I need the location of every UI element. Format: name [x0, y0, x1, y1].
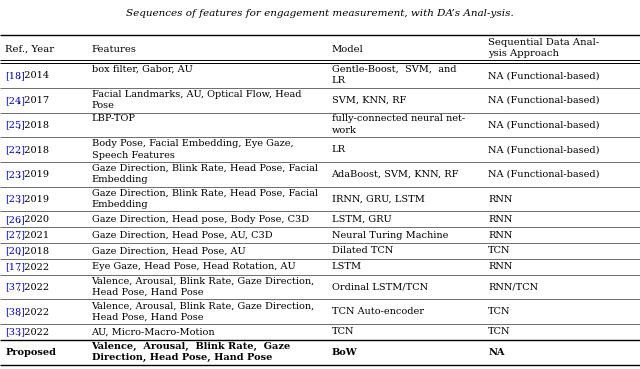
Text: AU, Micro-Macro-Motion: AU, Micro-Macro-Motion: [92, 327, 215, 337]
Text: SVM, KNN, RF: SVM, KNN, RF: [332, 96, 406, 105]
Text: , 2018: , 2018: [19, 145, 49, 154]
Text: , 2022: , 2022: [19, 327, 49, 337]
Text: Gaze Direction, Blink Rate, Head Pose, Facial
Embedding: Gaze Direction, Blink Rate, Head Pose, F…: [92, 189, 317, 209]
Text: , 2019: , 2019: [19, 170, 49, 179]
Text: Ordinal LSTM/TCN: Ordinal LSTM/TCN: [332, 283, 428, 292]
Text: RNN: RNN: [488, 215, 513, 224]
Text: NA (Functional-based): NA (Functional-based): [488, 170, 600, 179]
Text: [37]: [37]: [5, 283, 25, 292]
Text: [25]: [25]: [5, 121, 25, 130]
Text: [17]: [17]: [5, 262, 25, 271]
Text: NA: NA: [488, 348, 505, 357]
Text: RNN: RNN: [488, 194, 513, 204]
Text: Features: Features: [92, 45, 136, 54]
Text: RNN/TCN: RNN/TCN: [488, 283, 538, 292]
Text: , 2019: , 2019: [19, 194, 49, 204]
Text: NA (Functional-based): NA (Functional-based): [488, 71, 600, 80]
Text: Gaze Direction, Head Pose, AU, C3D: Gaze Direction, Head Pose, AU, C3D: [92, 231, 272, 240]
Text: [23]: [23]: [5, 194, 25, 204]
Text: TCN: TCN: [488, 307, 511, 316]
Text: Valence, Arousal, Blink Rate, Gaze Direction,
Head Pose, Hand Pose: Valence, Arousal, Blink Rate, Gaze Direc…: [92, 301, 315, 322]
Text: TCN: TCN: [332, 327, 354, 337]
Text: NA (Functional-based): NA (Functional-based): [488, 96, 600, 105]
Text: Facial Landmarks, AU, Optical Flow, Head
Pose: Facial Landmarks, AU, Optical Flow, Head…: [92, 90, 301, 110]
Text: Eye Gaze, Head Pose, Head Rotation, AU: Eye Gaze, Head Pose, Head Rotation, AU: [92, 262, 295, 271]
Text: [22]: [22]: [5, 145, 25, 154]
Text: LBP-TOP: LBP-TOP: [92, 114, 136, 124]
Text: Valence,  Arousal,  Blink Rate,  Gaze
Direction, Head Pose, Hand Pose: Valence, Arousal, Blink Rate, Gaze Direc…: [92, 342, 291, 362]
Text: Dilated TCN: Dilated TCN: [332, 246, 393, 255]
Text: Neural Turing Machine: Neural Turing Machine: [332, 231, 448, 240]
Text: [18]: [18]: [5, 71, 25, 80]
Text: BoW: BoW: [332, 348, 357, 357]
Text: NA (Functional-based): NA (Functional-based): [488, 121, 600, 130]
Text: Body Pose, Facial Embedding, Eye Gaze,
Speech Features: Body Pose, Facial Embedding, Eye Gaze, S…: [92, 139, 293, 160]
Text: , 2022: , 2022: [19, 307, 49, 316]
Text: , 2018: , 2018: [19, 121, 49, 130]
Text: , 2020: , 2020: [19, 215, 49, 224]
Text: [26]: [26]: [5, 215, 25, 224]
Text: box filter, Gabor, AU: box filter, Gabor, AU: [92, 65, 193, 74]
Text: , 2018: , 2018: [19, 246, 49, 255]
Text: LSTM: LSTM: [332, 262, 362, 271]
Text: Gaze Direction, Head pose, Body Pose, C3D: Gaze Direction, Head pose, Body Pose, C3…: [92, 215, 308, 224]
Text: Valence, Arousal, Blink Rate, Gaze Direction,
Head Pose, Hand Pose: Valence, Arousal, Blink Rate, Gaze Direc…: [92, 276, 315, 297]
Text: Proposed: Proposed: [5, 348, 56, 357]
Text: RNN: RNN: [488, 262, 513, 271]
Text: RNN: RNN: [488, 231, 513, 240]
Text: [27]: [27]: [5, 231, 25, 240]
Text: [20]: [20]: [5, 246, 25, 255]
Text: Gentle-Boost,  SVM,  and
LR: Gentle-Boost, SVM, and LR: [332, 65, 456, 86]
Text: TCN: TCN: [488, 327, 511, 337]
Text: , 2022: , 2022: [19, 262, 49, 271]
Text: fully-connected neural net-
work: fully-connected neural net- work: [332, 114, 465, 135]
Text: Model: Model: [332, 45, 364, 54]
Text: Sequences of features for engagement measurement, with DA’s Anal-ysis.: Sequences of features for engagement mea…: [126, 9, 514, 18]
Text: TCN Auto-encoder: TCN Auto-encoder: [332, 307, 424, 316]
Text: [23]: [23]: [5, 170, 25, 179]
Text: IRNN, GRU, LSTM: IRNN, GRU, LSTM: [332, 194, 424, 204]
Text: NA (Functional-based): NA (Functional-based): [488, 145, 600, 154]
Text: Ref., Year: Ref., Year: [5, 45, 54, 54]
Text: TCN: TCN: [488, 246, 511, 255]
Text: LR: LR: [332, 145, 346, 154]
Text: LSTM, GRU: LSTM, GRU: [332, 215, 391, 224]
Text: [24]: [24]: [5, 96, 25, 105]
Text: , 2021: , 2021: [19, 231, 49, 240]
Text: AdaBoost, SVM, KNN, RF: AdaBoost, SVM, KNN, RF: [332, 170, 459, 179]
Text: [38]: [38]: [5, 307, 25, 316]
Text: [33]: [33]: [5, 327, 25, 337]
Text: , 2017: , 2017: [19, 96, 49, 105]
Text: , 2014: , 2014: [19, 71, 49, 80]
Text: Sequential Data Anal-
ysis Approach: Sequential Data Anal- ysis Approach: [488, 38, 600, 58]
Text: , 2022: , 2022: [19, 283, 49, 292]
Text: Gaze Direction, Head Pose, AU: Gaze Direction, Head Pose, AU: [92, 246, 245, 255]
Text: Gaze Direction, Blink Rate, Head Pose, Facial
Embedding: Gaze Direction, Blink Rate, Head Pose, F…: [92, 164, 317, 184]
